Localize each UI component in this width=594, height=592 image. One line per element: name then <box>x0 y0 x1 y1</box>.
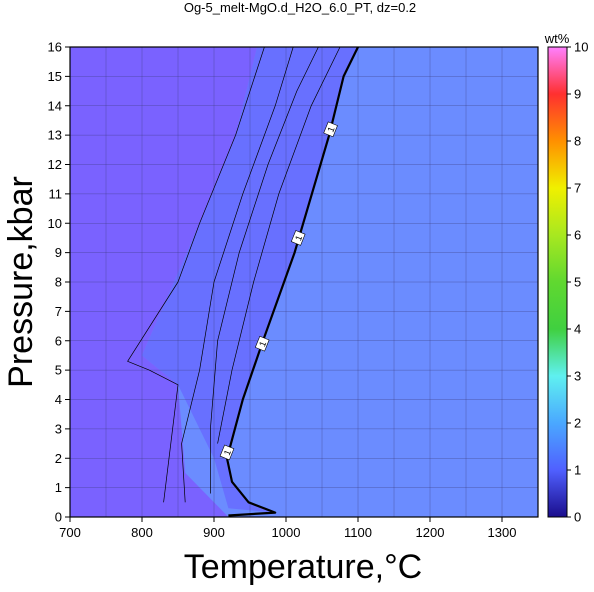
x-tick-label: 1100 <box>344 525 372 540</box>
contour-label-bg <box>254 335 270 352</box>
y-tick-label: 15 <box>48 69 62 84</box>
y-tick-label: 3 <box>55 421 62 436</box>
contour-line <box>127 46 265 503</box>
contour-line <box>210 46 319 494</box>
y-tick-label: 9 <box>55 245 62 260</box>
colorbar-tick-label: 4 <box>574 322 581 337</box>
colorbar-label: wt% <box>544 31 570 46</box>
contour-label-box: 1 <box>323 121 338 138</box>
colorbar-tick-label: 0 <box>574 510 581 525</box>
chart-title: Og-5_melt-MgO.d_H2O_6.0_PT, dz=0.2 <box>184 0 416 15</box>
contours: 1 1 1 1 <box>127 46 359 517</box>
contour-label: 1 <box>257 340 268 348</box>
colorbar-tick-label: 2 <box>574 416 581 431</box>
x-tick-label: 700 <box>59 525 81 540</box>
y-tick-label: 13 <box>48 128 62 143</box>
x-axis-label: Temperature,°C <box>184 548 422 586</box>
contour-label: 1 <box>222 448 233 456</box>
x-tick-label: 900 <box>203 525 225 540</box>
y-tick-label: 1 <box>55 480 62 495</box>
y-tick-label: 16 <box>48 40 62 55</box>
colorbar-tick-label: 3 <box>574 369 581 384</box>
axes: 700 800 900 1000 1100 1200 1300012345678910111… <box>48 40 539 540</box>
x-tick-label: 1000 <box>272 525 301 540</box>
colorbar-tick-label: 10 <box>574 40 588 55</box>
y-tick-label: 2 <box>55 451 62 466</box>
colorbar-tick-label: 6 <box>574 228 581 243</box>
contour-label-box: 1 <box>254 335 270 352</box>
colorbar-tick-label: 9 <box>574 87 581 102</box>
y-tick-label: 14 <box>48 98 62 113</box>
x-tick-label: 1300 <box>488 525 517 540</box>
contour-label-bg <box>219 444 235 461</box>
y-tick-label: 12 <box>48 157 62 172</box>
y-tick-label: 4 <box>55 392 62 407</box>
contour-line-main <box>225 46 359 517</box>
y-axis-label: Pressure,kbar <box>2 176 40 388</box>
contour-label-bg <box>290 230 306 246</box>
y-tick-label: 0 <box>55 510 62 525</box>
contour-label-bg <box>323 121 338 138</box>
contour-label-box: 1 <box>290 230 306 246</box>
y-tick-label: 6 <box>55 333 62 348</box>
x-tick-label: 1200 <box>416 525 445 540</box>
y-tick-label: 10 <box>48 216 62 231</box>
colorbar-tick-label: 5 <box>574 275 581 290</box>
colorbar-tick-label: 7 <box>574 181 581 196</box>
y-tick-label: 11 <box>49 186 63 201</box>
colorbar-gradient <box>547 46 568 518</box>
contour-line <box>181 46 294 503</box>
y-tick-label: 8 <box>55 275 62 290</box>
contour-label: 1 <box>325 125 336 133</box>
x-tick-label: 800 <box>131 525 153 540</box>
contour-label: 1 <box>293 234 304 242</box>
colorbar-tick-label: 1 <box>574 463 581 478</box>
y-tick-label: 7 <box>55 304 62 319</box>
y-tick-label: 5 <box>55 363 62 378</box>
contour-line <box>217 46 341 444</box>
contour-label-box: 1 <box>219 444 235 461</box>
colorbar: 0 1 2 3 4 5 6 7 8 9 10 <box>547 40 588 525</box>
colorbar-tick-label: 8 <box>574 134 581 149</box>
